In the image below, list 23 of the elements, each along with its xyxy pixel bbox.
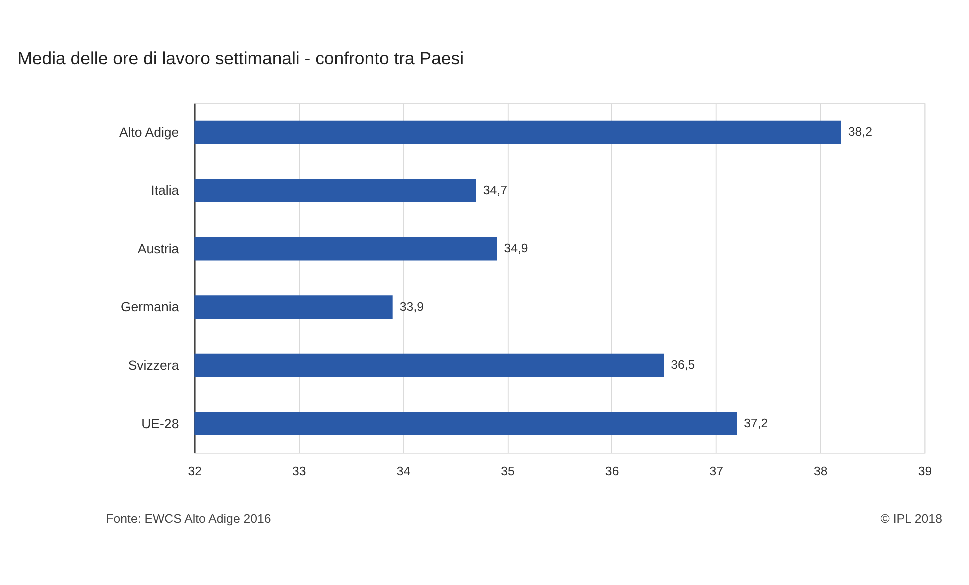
data-label: 37,2 [744, 416, 768, 430]
x-tick-label: 33 [292, 464, 306, 479]
chart-title: Media delle ore di lavoro settimanali - confronto tra Paesi [18, 48, 464, 68]
text: © IPL 2018 [880, 512, 943, 526]
x-tick-label: 35 [501, 464, 516, 479]
y-tick-label: Italia [151, 183, 180, 198]
x-tick-label: 39 [918, 464, 932, 479]
y-tick-label: Alto Adige [119, 124, 180, 140]
source-note: Fonte: EWCS Alto Adige 2016 [106, 512, 272, 526]
x-tick-label: 34 [396, 464, 411, 479]
y-tick-label: UE-28 [142, 416, 180, 432]
data-label: 38,2 [848, 125, 873, 140]
data-label: 34,9 [504, 242, 528, 256]
data-label: 33,9 [400, 300, 424, 314]
x-tick-label: 38 [814, 464, 828, 479]
y-tick-label: Austria [138, 241, 180, 256]
x-tick-label: 36 [605, 464, 620, 479]
x-tick-label: 37 [710, 464, 724, 479]
y-tick-label: Germania [120, 300, 180, 315]
data-label: 34,7 [483, 183, 508, 198]
data-label: 36,5 [671, 358, 696, 372]
x-tick-label: 32 [188, 464, 202, 479]
y-tick-label: Svizzera [128, 358, 180, 373]
